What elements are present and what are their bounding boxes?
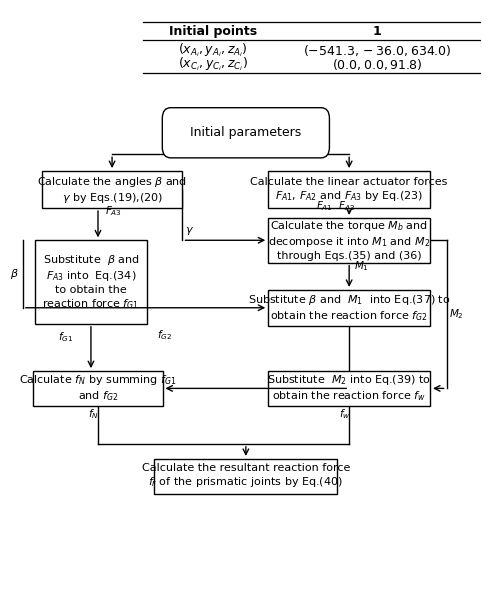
FancyBboxPatch shape — [162, 107, 329, 158]
Text: Initial points: Initial points — [169, 25, 257, 38]
Text: Calculate the torque $M_b$ and
decompose it into $M_1$ and $M_2$
through Eqs.(35: Calculate the torque $M_b$ and decompose… — [268, 220, 430, 261]
FancyBboxPatch shape — [35, 240, 147, 324]
Text: $f_{G1}$: $f_{G1}$ — [58, 331, 73, 344]
FancyBboxPatch shape — [268, 171, 430, 208]
FancyBboxPatch shape — [268, 218, 430, 263]
Text: $(-541.3, -36.0, 634.0)$: $(-541.3, -36.0, 634.0)$ — [303, 43, 452, 58]
Text: $f_N$: $f_N$ — [88, 407, 99, 421]
Text: Substitute  $\beta$ and
$F_{A3}$ into  Eq.(34)
to obtain the
reaction force $f_{: Substitute $\beta$ and $F_{A3}$ into Eq.… — [42, 253, 139, 311]
FancyBboxPatch shape — [154, 459, 337, 493]
Text: Substitute  $M_2$ into Eq.(39) to
obtain the reaction force $f_w$: Substitute $M_2$ into Eq.(39) to obtain … — [267, 373, 431, 403]
FancyBboxPatch shape — [268, 290, 430, 326]
Text: $(x_{C_i}, y_{C_i}, z_{C_i})$: $(x_{C_i}, y_{C_i}, z_{C_i})$ — [178, 55, 248, 73]
Text: 1: 1 — [373, 25, 382, 38]
Text: Calculate $f_N$ by summing $f_{G1}$
and $f_{G2}$: Calculate $f_N$ by summing $f_{G1}$ and … — [19, 373, 177, 403]
Text: $F_{A1}$  $F_{A2}$: $F_{A1}$ $F_{A2}$ — [316, 199, 356, 213]
FancyBboxPatch shape — [268, 371, 430, 406]
Text: Calculate the angles $\beta$ and
$\gamma$ by Eqs.(19),(20): Calculate the angles $\beta$ and $\gamma… — [37, 175, 187, 205]
Text: $M_2$: $M_2$ — [449, 307, 464, 321]
Text: $(0.0, 0.0, 91.8)$: $(0.0, 0.0, 91.8)$ — [332, 56, 423, 71]
Text: Substitute $\beta$ and  $M_1$  into Eq.(37) to
obtain the reaction force $f_{G2}: Substitute $\beta$ and $M_1$ into Eq.(37… — [248, 293, 450, 323]
Text: Initial parameters: Initial parameters — [190, 126, 302, 139]
Text: $F_{A3}$: $F_{A3}$ — [105, 205, 122, 218]
Text: $M_1$: $M_1$ — [354, 259, 369, 273]
FancyBboxPatch shape — [33, 371, 162, 406]
Text: $(x_{A_i}, y_{A_i}, z_{A_i})$: $(x_{A_i}, y_{A_i}, z_{A_i})$ — [178, 41, 248, 59]
Text: $\gamma$: $\gamma$ — [185, 225, 194, 237]
Text: $\beta$: $\beta$ — [10, 267, 19, 281]
Text: Calculate the linear actuator forces
$F_{A1}$, $F_{A2}$ and $F_{A3}$ by Eq.(23): Calculate the linear actuator forces $F_… — [251, 176, 448, 203]
Text: Calculate the resultant reaction force
$f_r$ of the prismatic joints by Eq.(40): Calculate the resultant reaction force $… — [142, 463, 350, 489]
Text: $f_w$: $f_w$ — [339, 407, 350, 421]
Text: $f_{G2}$: $f_{G2}$ — [157, 329, 172, 343]
FancyBboxPatch shape — [41, 171, 183, 208]
